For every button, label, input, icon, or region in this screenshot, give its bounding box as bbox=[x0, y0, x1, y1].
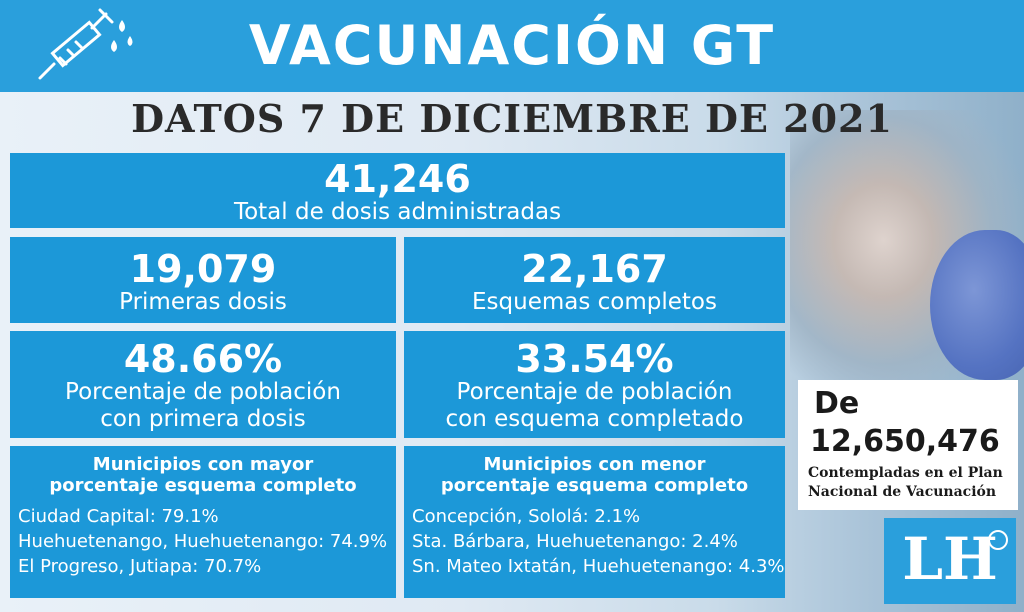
list-item: Ciudad Capital: 79.1% bbox=[18, 506, 219, 527]
list-item: Concepción, Sololá: 2.1% bbox=[412, 506, 641, 527]
lh-logo-text: LH bbox=[902, 525, 998, 593]
plan-description-line-1: Contempladas en el Plan bbox=[808, 465, 1003, 481]
first-dose-percent-card: 48.66% Porcentaje de población con prime… bbox=[10, 331, 396, 438]
list-item: Sn. Mateo Ixtatán, Huehuetenango: 4.3% bbox=[412, 556, 785, 577]
total-doses-card: 41,246 Total de dosis administradas bbox=[10, 153, 785, 228]
complete-schemes-label: Esquemas completos bbox=[472, 289, 717, 315]
first-dose-percent-label-2: con primera dosis bbox=[100, 406, 306, 432]
header-bar bbox=[0, 0, 1024, 92]
date-heading: DATOS 7 DE DICIEMBRE DE 2021 bbox=[131, 96, 893, 141]
highest-municipalities-list: Ciudad Capital: 79.1% Huehuetenango, Hue… bbox=[10, 504, 396, 579]
first-doses-card: 19,079 Primeras dosis bbox=[10, 237, 396, 323]
glove-decoration bbox=[930, 230, 1024, 380]
highest-title-line-2: porcentaje esquema completo bbox=[49, 475, 357, 496]
syringe-icon bbox=[38, 8, 133, 80]
lowest-municipalities-card: Municipios con menor porcentaje esquema … bbox=[404, 446, 785, 598]
plan-description-line-2: Nacional de Vacunación bbox=[808, 484, 997, 500]
list-item: El Progreso, Jutiapa: 70.7% bbox=[18, 556, 262, 577]
first-dose-percent-value: 48.66% bbox=[123, 337, 283, 381]
complete-schemes-card: 22,167 Esquemas completos bbox=[404, 237, 785, 323]
highest-municipalities-card: Municipios con mayor porcentaje esquema … bbox=[10, 446, 396, 598]
complete-scheme-percent-card: 33.54% Porcentaje de población con esque… bbox=[404, 331, 785, 438]
first-doses-value: 19,079 bbox=[129, 247, 277, 291]
highest-title-line-1: Municipios con mayor bbox=[92, 454, 314, 475]
total-doses-label: Total de dosis administradas bbox=[233, 199, 562, 225]
clock-icon bbox=[988, 530, 1008, 550]
complete-scheme-percent-label-1: Porcentaje de población bbox=[456, 379, 733, 405]
plan-total-box: De 12,650,476 Contempladas en el Plan Na… bbox=[798, 380, 1018, 510]
complete-scheme-percent-value: 33.54% bbox=[515, 337, 674, 381]
page-title: VACUNACIÓN GT bbox=[248, 14, 776, 77]
lowest-municipalities-list: Concepción, Sololá: 2.1% Sta. Bárbara, H… bbox=[404, 504, 785, 579]
lowest-municipalities-title: Municipios con menor porcentaje esquema … bbox=[404, 454, 785, 496]
list-item: Huehuetenango, Huehuetenango: 74.9% bbox=[18, 531, 388, 552]
list-item: Sta. Bárbara, Huehuetenango: 2.4% bbox=[412, 531, 738, 552]
first-doses-label: Primeras dosis bbox=[119, 289, 287, 315]
lowest-title-line-1: Municipios con menor bbox=[483, 454, 706, 475]
highest-municipalities-title: Municipios con mayor porcentaje esquema … bbox=[10, 454, 396, 496]
total-doses-value: 41,246 bbox=[324, 157, 471, 201]
complete-schemes-value: 22,167 bbox=[521, 247, 668, 291]
lh-logo: LH bbox=[884, 518, 1016, 604]
plan-description: Contempladas en el Plan Nacional de Vacu… bbox=[808, 464, 1013, 502]
plan-total-value: 12,650,476 bbox=[810, 424, 1000, 459]
first-dose-percent-label-1: Porcentaje de población bbox=[65, 379, 341, 405]
lowest-title-line-2: porcentaje esquema completo bbox=[440, 475, 749, 496]
complete-scheme-percent-label-2: con esquema completado bbox=[445, 406, 744, 432]
plan-prefix: De bbox=[814, 386, 860, 421]
